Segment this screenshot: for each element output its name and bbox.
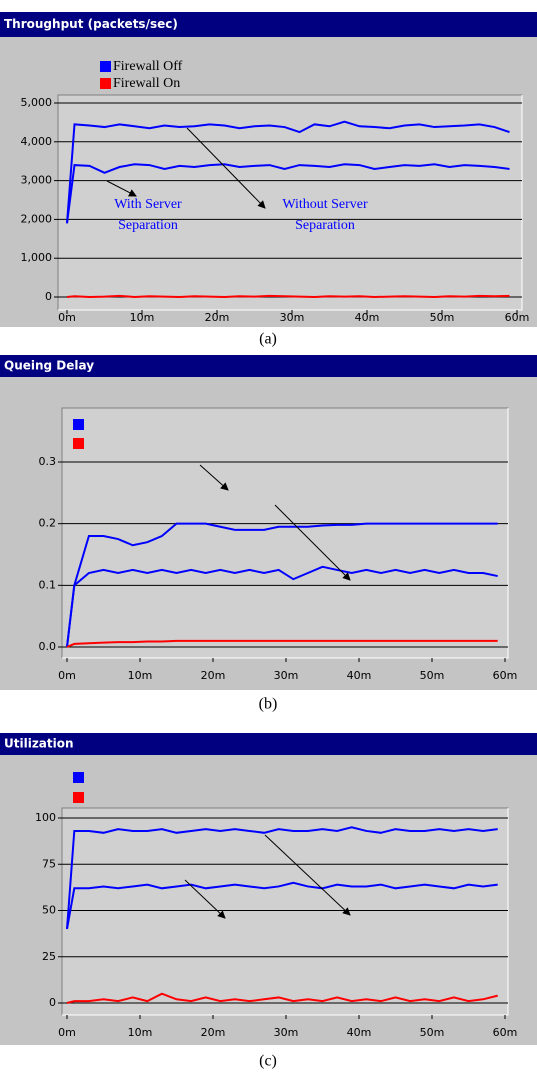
y-tick-label: 25 [42, 950, 56, 963]
x-tick-label: 50m [420, 669, 445, 682]
y-tick-label: 3,000 [21, 174, 53, 187]
caption: (b) [259, 696, 278, 713]
x-tick-label: 20m [201, 1026, 226, 1039]
chart-title: Utilization [4, 737, 74, 751]
legend-label: Firewall Off [113, 59, 183, 74]
series-line [66, 639, 498, 648]
y-tick-label: 100 [35, 811, 56, 824]
annotation-arrow [274, 504, 351, 581]
x-tick-label: 40m [355, 311, 380, 324]
legend-swatch [73, 792, 84, 803]
y-tick-label: 4,000 [21, 135, 53, 148]
annotation-arrow [186, 127, 266, 209]
x-tick-label: 0m [58, 311, 76, 324]
annotation: Separation [118, 218, 178, 233]
y-tick-label: 0.2 [39, 517, 57, 530]
title-bar [0, 12, 537, 37]
y-tick-label: 0 [49, 996, 56, 1009]
y-tick-label: 0.3 [39, 455, 57, 468]
annotation-arrow [264, 834, 351, 916]
annotation: Without Server [282, 197, 368, 212]
plot-area [61, 807, 509, 1016]
x-tick-label: 60m [493, 669, 518, 682]
x-tick-label: 10m [128, 669, 153, 682]
x-tick-label: 50m [420, 1026, 445, 1039]
caption: (c) [259, 1053, 277, 1070]
legend-swatch [100, 61, 111, 72]
legend-swatch [73, 438, 84, 449]
y-tick-label: 5,000 [21, 96, 53, 109]
plot-area [61, 407, 509, 659]
annotation: With Server [114, 197, 182, 212]
x-tick-label: 60m [493, 1026, 518, 1039]
annotation-arrow [199, 464, 229, 491]
chart-title: Throughput (packets/sec) [4, 17, 178, 31]
y-tick-label: 2,000 [21, 212, 53, 225]
y-tick-label: 75 [42, 857, 56, 870]
title-bar [0, 733, 537, 755]
series-line [66, 826, 498, 930]
x-tick-label: 0m [58, 1026, 76, 1039]
x-tick-label: 20m [205, 311, 230, 324]
y-tick-label: 0.0 [39, 640, 57, 653]
x-tick-label: 50m [430, 311, 455, 324]
y-tick-label: 50 [42, 904, 56, 917]
x-tick-label: 10m [130, 311, 155, 324]
title-bar [0, 355, 537, 377]
annotation-arrow [106, 180, 137, 197]
annotation: Separation [295, 218, 355, 233]
x-tick-label: 40m [347, 669, 372, 682]
series-line [66, 881, 498, 930]
series-line [66, 565, 498, 648]
chart-title: Queing Delay [4, 359, 94, 373]
y-tick-label: 0.1 [39, 578, 57, 591]
x-tick-label: 30m [274, 669, 299, 682]
series-line [66, 294, 510, 299]
legend-swatch [73, 419, 84, 430]
x-tick-label: 30m [274, 1026, 299, 1039]
x-tick-label: 40m [347, 1026, 372, 1039]
x-tick-label: 10m [128, 1026, 153, 1039]
caption: (a) [259, 331, 277, 348]
x-tick-label: 30m [280, 311, 305, 324]
legend-label: Firewall On [113, 76, 180, 91]
y-tick-label: 1,000 [21, 251, 53, 264]
plot-bevel [58, 95, 523, 311]
legend-swatch [73, 772, 84, 783]
y-tick-label: 0 [45, 290, 52, 303]
legend-swatch [100, 78, 111, 89]
series-line [66, 120, 510, 224]
series-line [66, 992, 498, 1004]
series-line [66, 522, 498, 648]
plot-area [57, 94, 523, 311]
plot-bevel [62, 808, 509, 1016]
annotation-arrow [184, 879, 226, 919]
x-tick-label: 60m [505, 311, 530, 324]
series-line [66, 163, 510, 224]
x-tick-label: 20m [201, 669, 226, 682]
plot-bevel [62, 408, 509, 659]
x-tick-label: 0m [58, 669, 76, 682]
